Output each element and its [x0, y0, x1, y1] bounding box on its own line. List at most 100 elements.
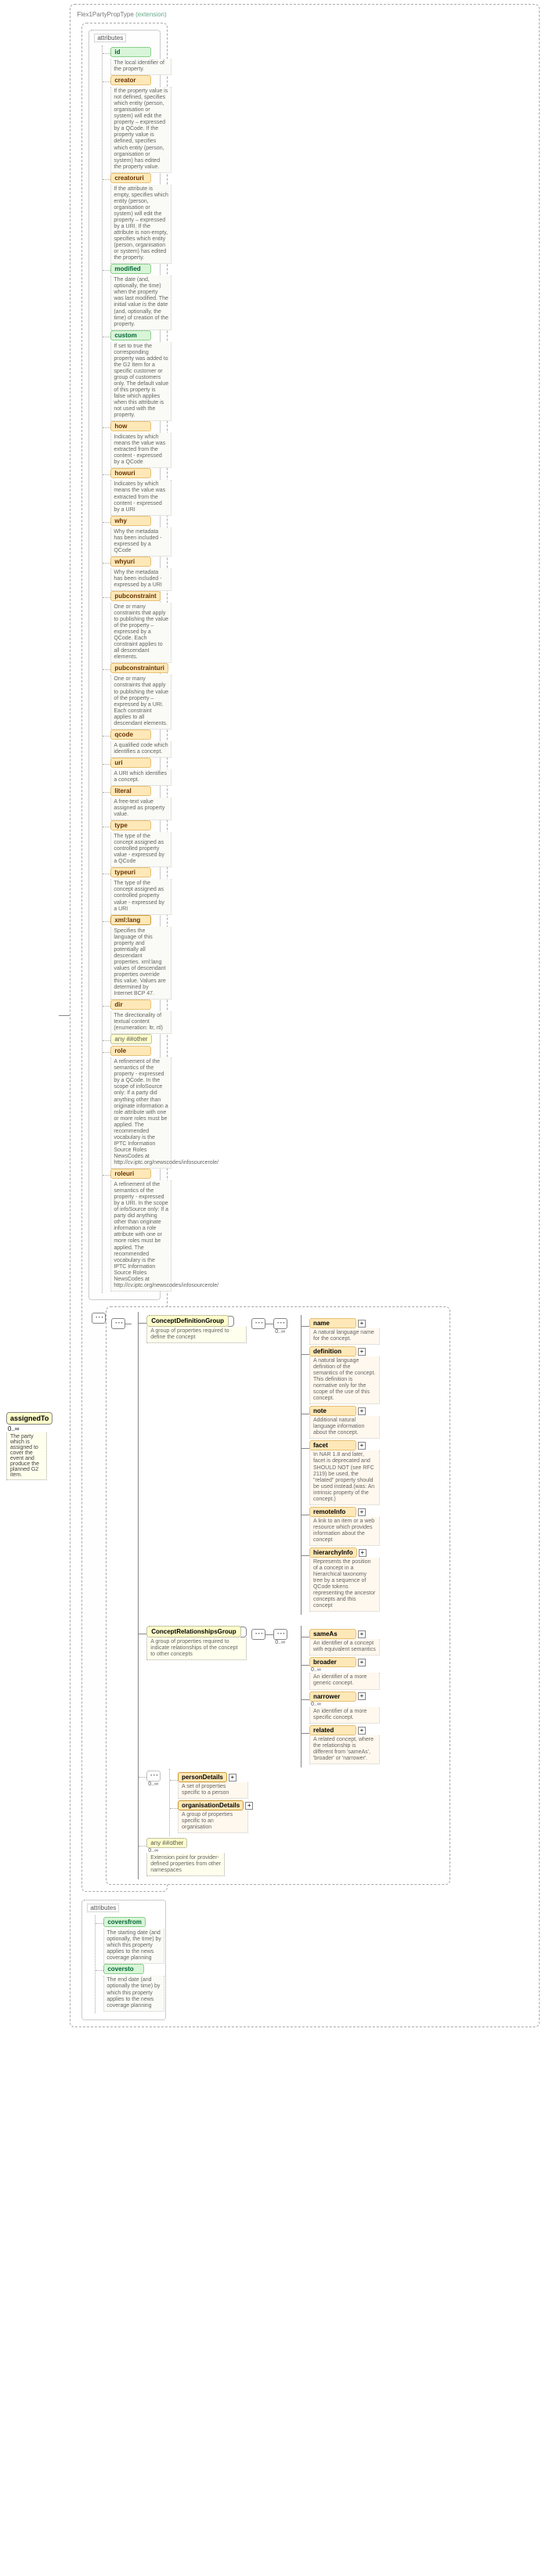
child-row: definition+A natural language definition…: [302, 1346, 380, 1404]
attribute-description: One or many constraints that apply to pu…: [110, 675, 172, 729]
leaf-name: name+A natural language name for the con…: [309, 1318, 380, 1345]
attribute-row: typeuri: [103, 867, 160, 877]
expand-icon[interactable]: +: [358, 1727, 366, 1735]
attribute-description: The local identifier of the property.: [110, 59, 172, 75]
child-row: name+A natural language name for the con…: [302, 1318, 380, 1345]
attribute-row: coversfrom: [96, 1917, 165, 1927]
sequence-icon: [111, 1318, 125, 1329]
attribute-row: any ##other: [103, 1034, 160, 1044]
any-other-box: any ##other: [146, 1838, 187, 1848]
expand-icon[interactable]: +: [358, 1320, 366, 1328]
element-description: Additional natural language information …: [309, 1416, 380, 1439]
attribute-description: A free-text value assigned as property v…: [110, 798, 172, 820]
attribute-whyuri: whyuri: [110, 557, 151, 567]
connector: [59, 1015, 70, 1016]
expand-icon[interactable]: +: [245, 1802, 253, 1810]
extension-container: Flex1PartyPropType (extension) attribute…: [70, 4, 540, 2027]
attribute-description: One or many constraints that apply to pu…: [110, 603, 172, 663]
attribute-description: Why the metadata has been included - exp…: [110, 568, 172, 591]
base-type: Flex1PartyPropType: [77, 11, 133, 18]
child-row: broader+0..∞An identifier of a more gene…: [302, 1657, 380, 1689]
attribute-row: how: [103, 421, 160, 431]
leaf-sameas: sameAs+An identifier of a concept with e…: [309, 1629, 380, 1655]
attribute-row: roleuri: [103, 1169, 160, 1179]
expand-icon[interactable]: +: [358, 1442, 366, 1450]
expand-icon[interactable]: +: [229, 1774, 237, 1782]
element-box: personDetails: [178, 1772, 227, 1782]
element-description: A link to an item or a web resource whic…: [309, 1517, 380, 1546]
attribute-description: A URI which identifies a concept.: [110, 769, 172, 786]
attribute-row: pubconstraint: [103, 591, 160, 601]
element-box: name: [309, 1318, 356, 1328]
attribute-row: modified: [103, 264, 160, 274]
expand-icon[interactable]: +: [358, 1348, 366, 1356]
element-description: An identifier of a more generic concept.: [309, 1673, 380, 1689]
sequence-icon: [92, 1313, 106, 1324]
expand-icon[interactable]: +: [358, 1407, 366, 1415]
attribute-description: Why the metadata has been included - exp…: [110, 528, 172, 557]
attribute-description: The type of the concept assigned as cont…: [110, 879, 172, 914]
sequence-icon: [251, 1318, 265, 1329]
leaf-organisationdetails: organisationDetails+A group of propertie…: [178, 1800, 253, 1833]
element-box: related: [309, 1725, 356, 1735]
expand-icon[interactable]: +: [358, 1630, 366, 1638]
inherited-block: attributes idThe local identifier of the…: [81, 23, 168, 1892]
attribute-row: role: [103, 1046, 160, 1056]
attribute-type: type: [110, 820, 151, 830]
attribute-row: qcode: [103, 730, 160, 740]
choice-children: personDetails+A set of properties specif…: [169, 1769, 253, 1836]
child-row: remoteInfo+A link to an item or a web re…: [302, 1507, 380, 1546]
element-description: A natural language definition of the sem…: [309, 1356, 380, 1404]
attribute-pubconstrainturi: pubconstrainturi: [110, 663, 168, 673]
attribute-modified: modified: [110, 264, 151, 274]
any-other-row: any ##other0..∞Extension point for provi…: [139, 1838, 445, 1876]
leaf-related: related+A related concept, where the rel…: [309, 1725, 380, 1764]
attribute-description: A refinement of the semantics of the pro…: [110, 1180, 172, 1292]
attributes-label: attributes: [94, 34, 126, 42]
attribute-row: id: [103, 47, 160, 57]
child-row: hierarchyInfo+Represents the position of…: [302, 1547, 380, 1612]
expand-icon[interactable]: +: [359, 1549, 367, 1557]
attribute-description: If the attribute is empty, specifies whi…: [110, 185, 172, 265]
expand-icon[interactable]: +: [358, 1508, 366, 1516]
attribute-description: The end date (and optionally the time) b…: [103, 1976, 164, 2011]
attribute-creatoruri: creatoruri: [110, 173, 151, 183]
attribute-howuri: howuri: [110, 468, 151, 478]
attribute-description: If set to true the corresponding propert…: [110, 342, 172, 422]
attribute-description: Indicates by which means the value was e…: [110, 433, 172, 468]
extension-attributes: attributes coversfromThe starting date (…: [81, 1900, 166, 2019]
attribute-description: The type of the concept assigned as cont…: [110, 832, 172, 867]
attribute-description: Indicates by which means the value was e…: [110, 480, 172, 515]
element-box: broader: [309, 1657, 356, 1667]
attribute-typeuri: typeuri: [110, 867, 151, 877]
attribute-row: xml:lang: [103, 915, 160, 925]
type-header: Flex1PartyPropType (extension): [77, 11, 533, 18]
attributes-box: attributes idThe local identifier of the…: [88, 30, 161, 1300]
leaf-facet: facet+In NAR 1.8 and later, facet is dep…: [309, 1440, 380, 1504]
attribute-row: creator: [103, 75, 160, 85]
any-other-description: Extension point for provider-defined pro…: [146, 1854, 225, 1876]
group-ConceptDefinitionGroup: ConceptDefinitionGroupA group of propert…: [139, 1315, 445, 1616]
attribute-coversfrom: coversfrom: [103, 1917, 146, 1927]
attribute-literal: literal: [110, 786, 151, 796]
attribute-row: type: [103, 820, 160, 830]
attribute-row: dir: [103, 1000, 160, 1010]
expand-icon[interactable]: +: [358, 1692, 366, 1700]
element-description: An identifier of a more specific concept…: [309, 1707, 380, 1724]
attributes-list: idThe local identifier of the property.c…: [102, 45, 160, 1293]
group-children: name+A natural language name for the con…: [301, 1315, 380, 1616]
expand-icon[interactable]: +: [358, 1659, 366, 1666]
attribute-row: howuri: [103, 468, 160, 478]
inner-sequence-row: ConceptDefinitionGroupA group of propert…: [111, 1312, 445, 1879]
attribute-custom: custom: [110, 330, 151, 340]
attribute-row: pubconstrainturi: [103, 663, 160, 673]
child-row: sameAs+An identifier of a concept with e…: [302, 1629, 380, 1655]
element-description: A natural language name for the concept.: [309, 1328, 380, 1345]
attribute-row: uri: [103, 758, 160, 768]
attribute-creator: creator: [110, 75, 151, 85]
element-description: A set of properties specific to a person: [178, 1782, 248, 1799]
group-children: sameAs+An identifier of a concept with e…: [301, 1626, 380, 1767]
element-description: A group of properties specific to an org…: [178, 1810, 248, 1833]
attribute-row: literal: [103, 786, 160, 796]
sequence-icon: [273, 1629, 287, 1640]
